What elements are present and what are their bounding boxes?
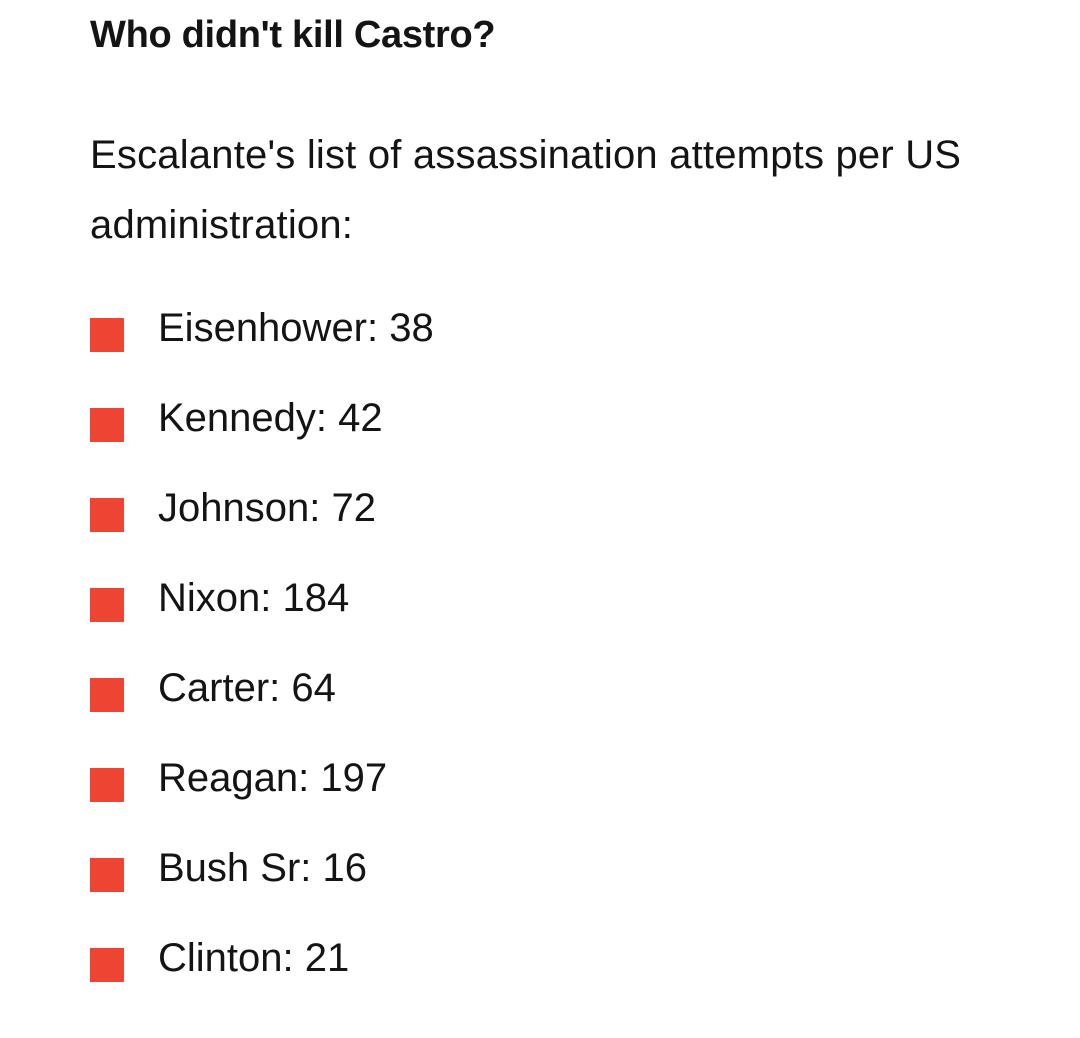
- bullet-square: [90, 318, 124, 352]
- bullet-square: [90, 948, 124, 982]
- intro-text: Escalante's list of assassination attemp…: [90, 133, 962, 247]
- bullet-square: [90, 588, 124, 622]
- list-item-text: Kennedy: 42: [158, 396, 383, 440]
- list-item-text: Johnson: 72: [158, 486, 376, 530]
- bullet-square: [90, 768, 124, 802]
- bullet-square: [90, 498, 124, 532]
- bullet-square: [90, 678, 124, 712]
- list-item-text: Carter: 64: [158, 666, 336, 710]
- list-item-text: Eisenhower: 38: [158, 306, 434, 350]
- bullet-square: [90, 408, 124, 442]
- list-item-text: Clinton: 21: [158, 936, 350, 980]
- list-item-text: Nixon: 184: [158, 576, 350, 620]
- list-item-text: Bush Sr: 16: [158, 846, 368, 890]
- headline: Who didn't kill Castro?: [90, 14, 496, 56]
- bullet-square: [90, 858, 124, 892]
- list-item-text: Reagan: 197: [158, 756, 388, 800]
